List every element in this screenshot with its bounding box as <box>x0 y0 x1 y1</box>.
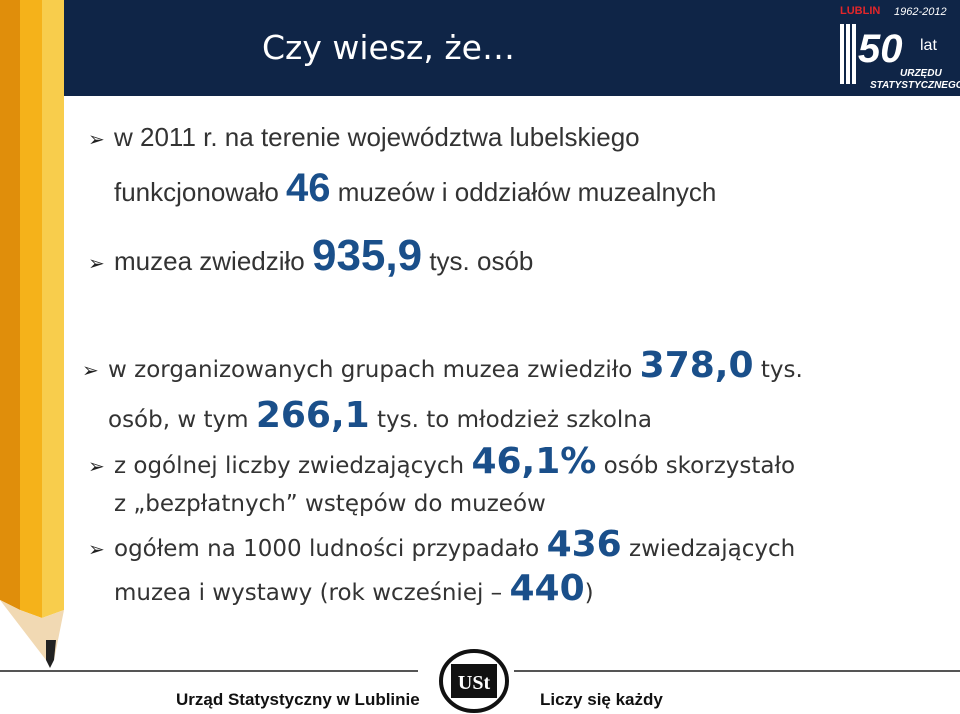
logo-line2: STATYSTYCZNEGO <box>870 80 960 91</box>
pencil-decoration <box>0 0 64 668</box>
logo-lat: lat <box>920 37 937 54</box>
chevron-bullet-icon: ➢ <box>88 454 105 478</box>
header-bar <box>0 0 960 96</box>
bullet-per-thousand: ➢ ogółem na 1000 ludności przypadało 436 … <box>88 524 796 609</box>
page-title: Czy wiesz, że… <box>262 28 515 67</box>
chevron-bullet-icon: ➢ <box>82 358 99 382</box>
previous-year-value: 440 <box>509 568 585 609</box>
bullet-free-entry: ➢ z ogólnej liczby zwiedzających 46,1% os… <box>88 441 796 518</box>
bullet-museums: ➢ w 2011 r. na terenie województwa lubels… <box>88 113 888 216</box>
chevron-bullet-icon: ➢ <box>88 253 105 275</box>
footer-office-name: Urząd Statystyczny w Lublinie <box>176 690 420 709</box>
bullet-visitors: ➢ muzea zwiedziło 935,9 tys. osób <box>88 232 533 288</box>
school-youth: 266,1 <box>255 395 370 436</box>
statistics-office-logo: USt <box>439 649 509 713</box>
visitors-per-thousand: 436 <box>546 524 622 565</box>
group-visitors: 378,0 <box>639 345 754 386</box>
footer-slogan: Liczy się każdy <box>540 690 663 709</box>
anniversary-logo: LUBLIN 1962-2012 50 lat URZĘDU STATYSTYC… <box>840 5 960 91</box>
visitor-count: 935,9 <box>311 231 423 280</box>
bullet-groups: ➢ w zorganizowanych grupach muzea zwiedzi… <box>82 345 803 436</box>
chevron-bullet-icon: ➢ <box>88 129 105 151</box>
footer-logo-text: USt <box>458 672 491 694</box>
logo-years: 1962-2012 <box>894 6 947 18</box>
chevron-bullet-icon: ➢ <box>88 537 105 561</box>
footer-divider-left <box>0 670 418 672</box>
logo-line1: URZĘDU <box>900 68 942 79</box>
logo-lublin: LUBLIN <box>840 5 880 17</box>
footer-divider-right <box>514 670 960 672</box>
logo-number: 50 <box>858 27 903 71</box>
museum-count: 46 <box>286 166 331 210</box>
free-entry-percent: 46,1% <box>471 441 597 482</box>
